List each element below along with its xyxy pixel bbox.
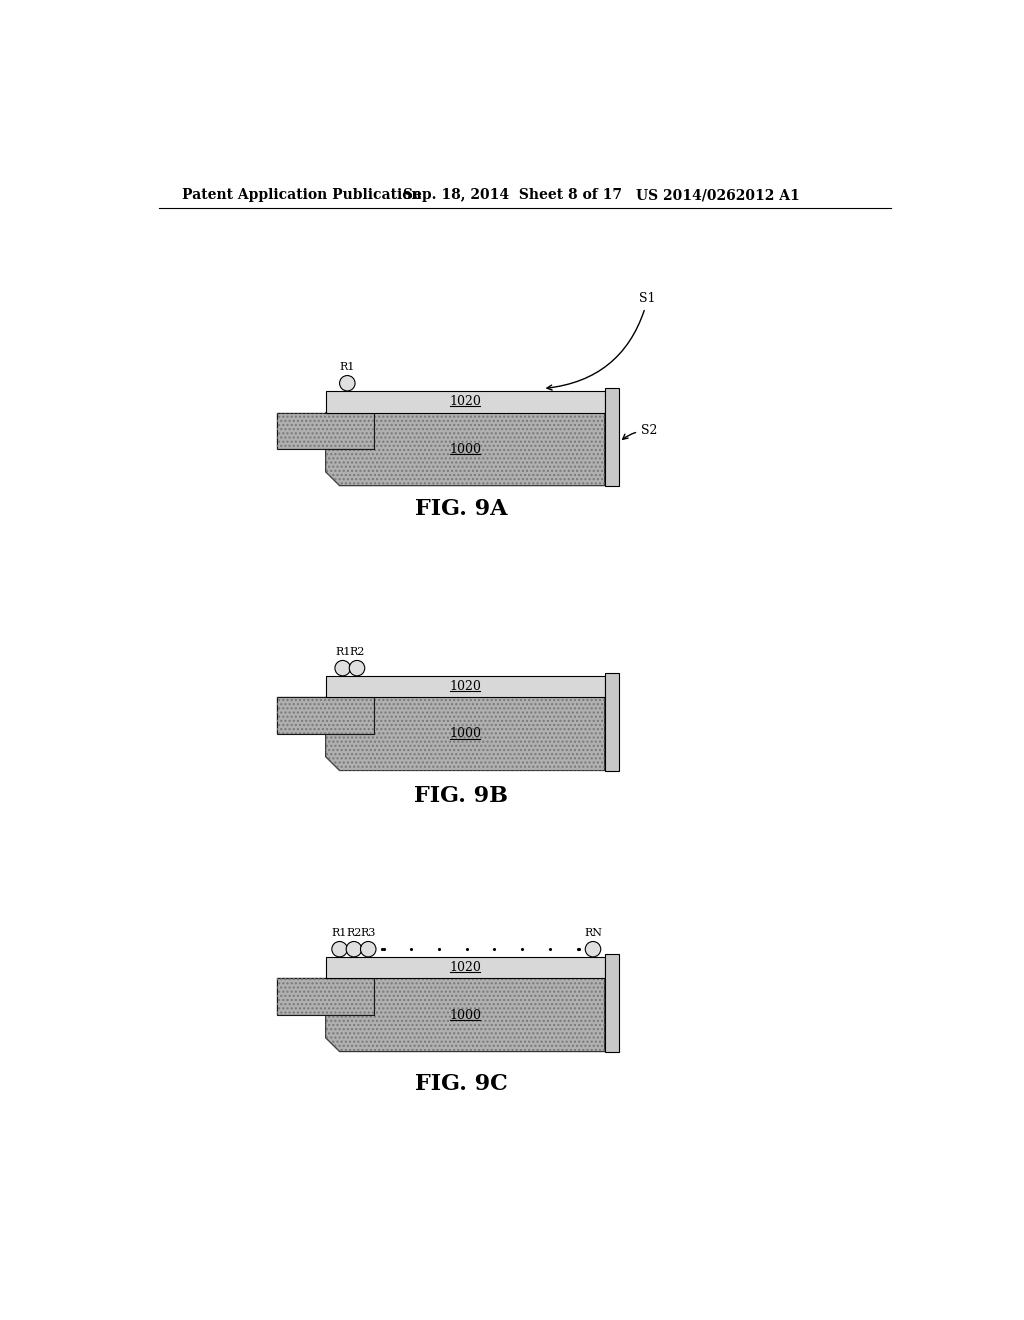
Bar xyxy=(326,391,604,412)
Text: RN: RN xyxy=(584,928,602,939)
Polygon shape xyxy=(326,978,604,1052)
Circle shape xyxy=(349,660,365,676)
Bar xyxy=(604,673,618,771)
Bar xyxy=(604,953,618,1052)
Text: Patent Application Publication: Patent Application Publication xyxy=(182,189,422,202)
Circle shape xyxy=(346,941,361,957)
Polygon shape xyxy=(326,412,604,486)
Text: FIG. 9C: FIG. 9C xyxy=(415,1073,508,1096)
Text: FIG. 9A: FIG. 9A xyxy=(415,498,508,520)
Text: R1: R1 xyxy=(340,363,355,372)
Circle shape xyxy=(360,941,376,957)
Text: R2: R2 xyxy=(349,647,365,657)
Bar xyxy=(276,978,375,1015)
Circle shape xyxy=(340,375,355,391)
Circle shape xyxy=(335,660,350,676)
Bar xyxy=(276,697,375,734)
Bar xyxy=(276,412,375,449)
Bar xyxy=(276,978,375,1015)
Text: R3: R3 xyxy=(360,928,376,939)
Text: S2: S2 xyxy=(623,424,657,440)
Text: 1000: 1000 xyxy=(450,727,481,741)
Text: Sep. 18, 2014  Sheet 8 of 17: Sep. 18, 2014 Sheet 8 of 17 xyxy=(403,189,623,202)
Text: R1: R1 xyxy=(335,647,350,657)
Text: 1000: 1000 xyxy=(450,1008,481,1022)
Text: 1020: 1020 xyxy=(450,680,481,693)
Text: US 2014/0262012 A1: US 2014/0262012 A1 xyxy=(636,189,800,202)
Text: 1020: 1020 xyxy=(450,395,481,408)
Text: S1: S1 xyxy=(547,292,656,391)
Text: FIG. 9B: FIG. 9B xyxy=(415,785,508,807)
Circle shape xyxy=(332,941,347,957)
Text: 1020: 1020 xyxy=(450,961,481,974)
Bar xyxy=(326,957,604,978)
Text: 1000: 1000 xyxy=(450,442,481,455)
Circle shape xyxy=(586,941,601,957)
Bar xyxy=(276,412,375,449)
Polygon shape xyxy=(326,697,604,771)
Bar xyxy=(326,676,604,697)
Text: R1: R1 xyxy=(332,928,347,939)
Bar xyxy=(276,697,375,734)
Text: R2: R2 xyxy=(346,928,361,939)
Bar xyxy=(604,388,618,486)
